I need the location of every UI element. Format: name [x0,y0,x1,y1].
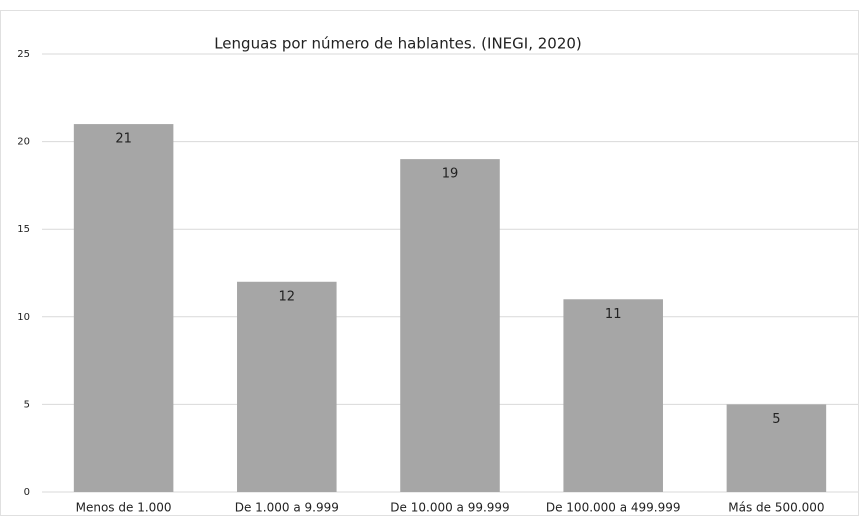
x-tick-label: Más de 500.000 [728,501,824,515]
data-label: 19 [442,167,459,182]
y-tick-label: 15 [17,224,30,235]
chart-title: Lenguas por número de hablantes. (INEGI,… [214,35,582,53]
x-tick-label: Menos de 1.000 [76,501,172,515]
y-tick-label: 10 [17,312,30,323]
bar [73,124,174,492]
x-tick-label: De 1.000 a 9.999 [235,501,339,515]
bar [237,281,337,492]
data-label: 12 [279,289,296,304]
data-label: 21 [115,132,132,147]
y-tick-label: 20 [17,137,30,148]
x-tick-label: De 10.000 a 99.999 [390,501,509,515]
y-tick-label: 5 [24,399,30,410]
bar [400,159,500,492]
data-label: 11 [605,307,622,322]
y-tick-label: 25 [17,49,30,60]
y-tick-label: 0 [24,487,30,498]
bar [563,299,663,492]
data-label: 5 [772,412,780,427]
x-tick-label: De 100.000 a 499.999 [546,501,681,515]
bar [726,404,827,492]
